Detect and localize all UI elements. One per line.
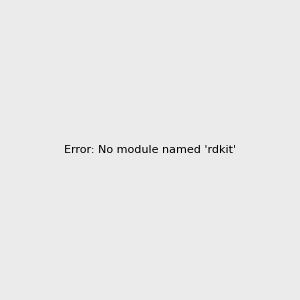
Text: Error: No module named 'rdkit': Error: No module named 'rdkit' xyxy=(64,145,236,155)
